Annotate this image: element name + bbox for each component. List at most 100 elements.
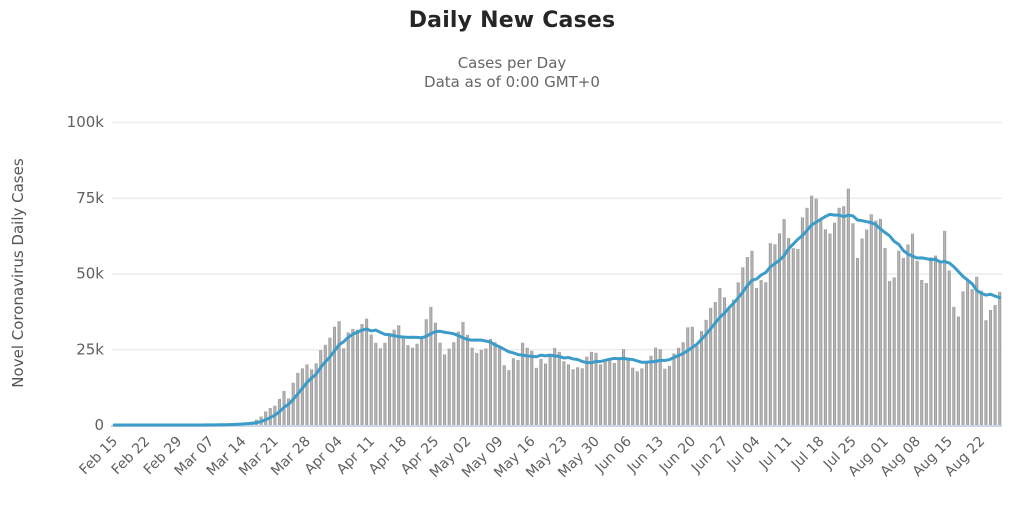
daily-cases-bar[interactable]	[901, 257, 905, 425]
daily-cases-bar[interactable]	[741, 267, 745, 425]
daily-cases-bar[interactable]	[319, 350, 323, 425]
daily-cases-bar[interactable]	[846, 188, 850, 425]
daily-cases-bar[interactable]	[787, 237, 791, 425]
daily-cases-bar[interactable]	[690, 326, 694, 425]
daily-cases-bar[interactable]	[420, 336, 424, 425]
daily-cases-bar[interactable]	[530, 350, 534, 425]
daily-cases-bar[interactable]	[810, 195, 814, 425]
daily-cases-bar[interactable]	[599, 364, 603, 425]
daily-cases-bar[interactable]	[681, 342, 685, 425]
daily-cases-bar[interactable]	[456, 331, 460, 425]
daily-cases-bar[interactable]	[727, 307, 731, 425]
daily-cases-bar[interactable]	[938, 263, 942, 425]
daily-cases-bar[interactable]	[571, 369, 575, 425]
daily-cases-bar[interactable]	[470, 347, 474, 425]
daily-cases-bar[interactable]	[722, 297, 726, 425]
daily-cases-bar[interactable]	[548, 354, 552, 425]
daily-cases-bar[interactable]	[993, 304, 997, 425]
daily-cases-bar[interactable]	[635, 371, 639, 425]
daily-cases-bar[interactable]	[883, 247, 887, 425]
daily-cases-bar[interactable]	[415, 343, 419, 425]
daily-cases-bar[interactable]	[544, 363, 548, 425]
daily-cases-bar[interactable]	[369, 334, 373, 425]
daily-cases-bar[interactable]	[915, 260, 919, 425]
daily-cases-bar[interactable]	[502, 365, 506, 425]
daily-cases-bar[interactable]	[424, 319, 428, 425]
daily-cases-bar[interactable]	[484, 348, 488, 425]
daily-cases-bar[interactable]	[310, 369, 314, 425]
daily-cases-bar[interactable]	[736, 282, 740, 425]
moving-average-path[interactable]	[112, 212, 1002, 427]
daily-cases-bar[interactable]	[649, 355, 653, 425]
daily-cases-bar[interactable]	[507, 370, 511, 425]
daily-cases-bar[interactable]	[475, 352, 479, 425]
daily-cases-bar[interactable]	[750, 250, 754, 425]
daily-cases-bar[interactable]	[933, 255, 937, 425]
daily-cases-bar[interactable]	[603, 361, 607, 425]
daily-cases-bar[interactable]	[823, 229, 827, 425]
daily-cases-bar[interactable]	[773, 244, 777, 425]
daily-cases-bar[interactable]	[814, 198, 818, 425]
daily-cases-bar[interactable]	[796, 248, 800, 425]
daily-cases-bar[interactable]	[777, 233, 782, 425]
daily-cases-bar[interactable]	[989, 309, 993, 425]
daily-cases-bar[interactable]	[291, 382, 295, 425]
daily-cases-bar[interactable]	[397, 325, 401, 425]
daily-cases-bar[interactable]	[443, 354, 447, 425]
daily-cases-bar[interactable]	[452, 342, 456, 425]
daily-cases-bar[interactable]	[479, 349, 483, 425]
daily-cases-bar[interactable]	[672, 353, 676, 425]
daily-cases-bar[interactable]	[851, 223, 855, 425]
daily-cases-bar[interactable]	[984, 320, 988, 425]
daily-cases-bar[interactable]	[943, 230, 947, 425]
daily-cases-bar[interactable]	[498, 347, 502, 425]
daily-cases-bar[interactable]	[888, 281, 892, 425]
daily-cases-bar[interactable]	[566, 364, 570, 425]
daily-cases-bar[interactable]	[833, 222, 837, 425]
daily-cases-bar[interactable]	[342, 348, 346, 425]
daily-cases-bar[interactable]	[700, 331, 704, 425]
daily-cases-bar[interactable]	[842, 206, 846, 425]
daily-cases-bar[interactable]	[296, 372, 300, 425]
daily-cases-bar[interactable]	[855, 257, 860, 425]
daily-cases-bar[interactable]	[906, 244, 910, 425]
daily-cases-bar[interactable]	[695, 345, 699, 425]
daily-cases-bar[interactable]	[929, 257, 933, 425]
daily-cases-bar[interactable]	[805, 207, 809, 425]
daily-cases-bar[interactable]	[534, 367, 538, 425]
daily-cases-bar[interactable]	[622, 348, 626, 425]
daily-cases-bar[interactable]	[924, 283, 928, 425]
daily-cases-bar[interactable]	[516, 359, 520, 425]
daily-cases-bar[interactable]	[667, 365, 671, 425]
daily-cases-bar[interactable]	[488, 339, 492, 425]
daily-cases-bar[interactable]	[764, 282, 768, 425]
daily-cases-bar[interactable]	[791, 248, 795, 425]
daily-cases-bar[interactable]	[553, 347, 557, 425]
daily-cases-bar[interactable]	[562, 361, 566, 425]
daily-cases-bar[interactable]	[585, 356, 589, 425]
daily-cases-bar[interactable]	[952, 306, 956, 425]
daily-cases-bar[interactable]	[644, 362, 648, 425]
daily-cases-bar[interactable]	[378, 348, 382, 425]
daily-cases-bar[interactable]	[365, 318, 369, 425]
daily-cases-bar[interactable]	[718, 287, 722, 425]
daily-cases-bar[interactable]	[782, 218, 786, 425]
daily-cases-bar[interactable]	[998, 291, 1002, 425]
daily-cases-bar[interactable]	[878, 218, 882, 425]
daily-cases-bar[interactable]	[709, 307, 713, 425]
daily-cases-bar[interactable]	[966, 281, 970, 425]
daily-cases-bar[interactable]	[511, 358, 515, 425]
daily-cases-bar[interactable]	[374, 342, 378, 425]
daily-cases-bar[interactable]	[713, 302, 717, 425]
daily-cases-bar[interactable]	[640, 368, 644, 425]
daily-cases-bar[interactable]	[654, 347, 658, 425]
daily-cases-bar[interactable]	[892, 277, 896, 425]
daily-cases-bar[interactable]	[576, 367, 580, 425]
daily-cases-bar[interactable]	[979, 290, 983, 425]
daily-cases-bar[interactable]	[608, 359, 612, 425]
daily-cases-bar[interactable]	[800, 217, 804, 425]
daily-cases-bar[interactable]	[447, 348, 451, 425]
daily-cases-bar[interactable]	[355, 329, 359, 425]
daily-cases-bar[interactable]	[466, 334, 470, 425]
